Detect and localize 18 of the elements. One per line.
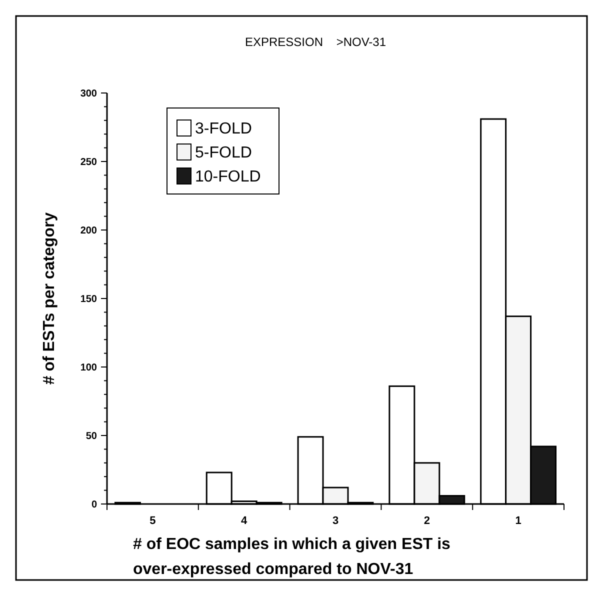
y-tick-label: 250: [80, 157, 98, 168]
x-axis-title: # of EOC samples in which a given EST is over-expressed compared to NOV-31: [133, 536, 451, 578]
chart-title: EXPRESSION >NOV-31: [244, 35, 386, 49]
y-tick-label: 50: [86, 431, 98, 442]
legend-label: 5-FOLD: [195, 144, 252, 162]
y-tick-label: 100: [80, 362, 98, 374]
legend-label: 10-FOLD: [195, 168, 261, 186]
y-tick-label: 300: [80, 88, 98, 100]
x-tick-label: 4: [241, 515, 248, 527]
x-tick-label: 1: [515, 515, 522, 527]
x-tick-label: 3: [332, 515, 339, 527]
y-tick-label: 200: [80, 226, 98, 236]
y-tick-label: 150: [80, 294, 98, 305]
x-tick-label: 2: [424, 515, 430, 527]
legend-label: 3-FOLD: [195, 120, 252, 138]
y-tick-label: 0: [91, 500, 98, 510]
y-axis-title: # of ESTs per category: [41, 212, 58, 385]
x-tick-label: 5: [150, 515, 156, 527]
